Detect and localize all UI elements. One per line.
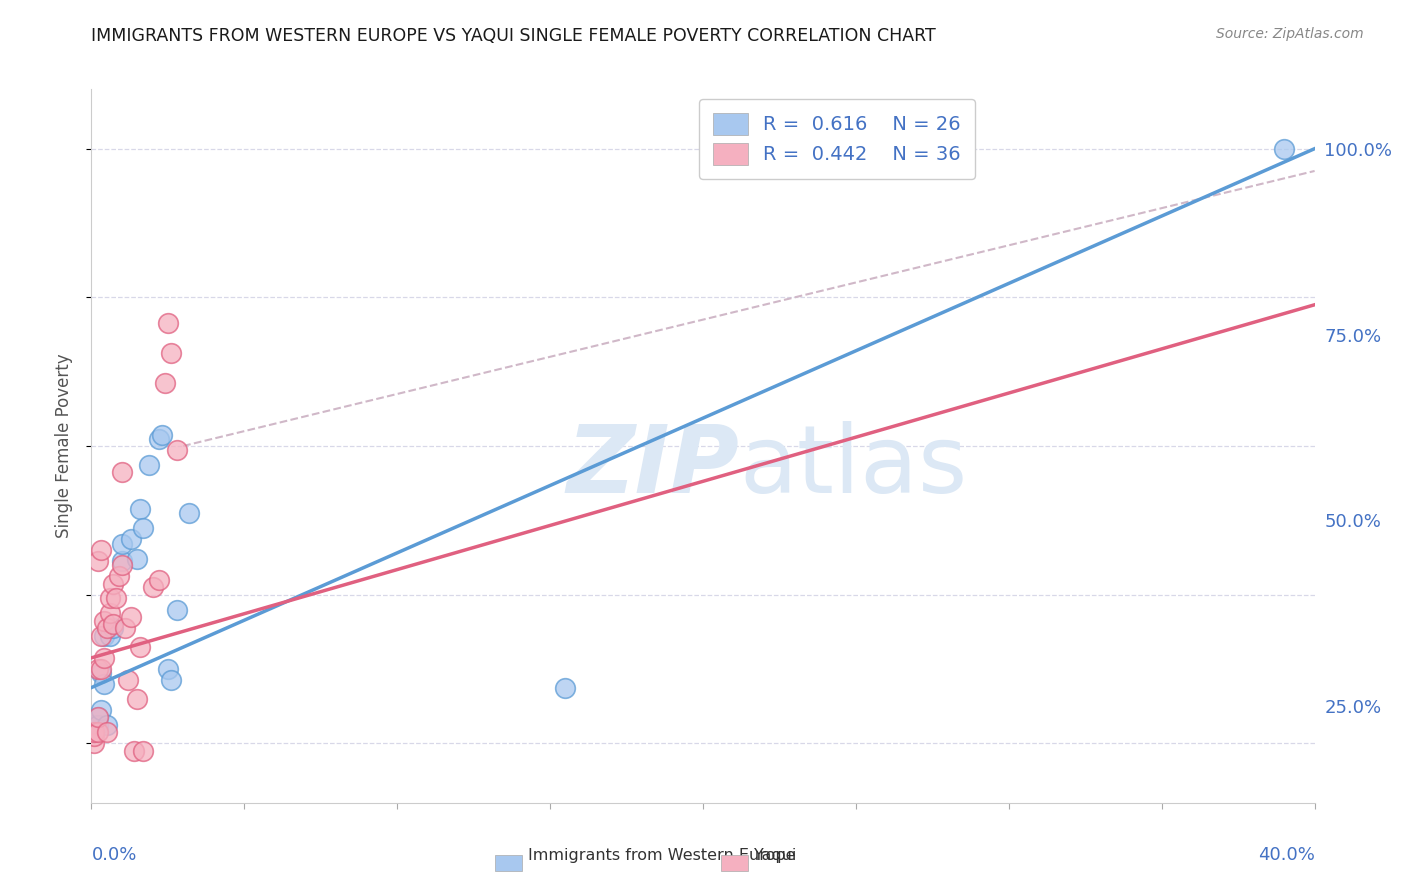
Text: ZIP: ZIP <box>567 421 740 514</box>
Point <box>86 554 108 568</box>
Point <box>83 725 105 739</box>
Point <box>83 736 105 750</box>
Point <box>129 502 152 516</box>
Point <box>86 710 108 724</box>
Legend: R =  0.616    N = 26, R =  0.442    N = 36: R = 0.616 N = 26, R = 0.442 N = 36 <box>699 99 974 178</box>
Point <box>166 602 188 616</box>
Text: atlas: atlas <box>740 421 967 514</box>
Point <box>129 640 152 654</box>
Point <box>160 673 183 688</box>
Point <box>111 465 134 479</box>
Point <box>98 629 121 643</box>
Point <box>108 569 131 583</box>
Point <box>111 558 134 572</box>
Point <box>127 691 149 706</box>
Text: 0.0%: 0.0% <box>91 846 136 863</box>
Point <box>166 442 188 457</box>
Point <box>90 662 112 676</box>
Point <box>554 681 576 695</box>
Point <box>86 725 108 739</box>
Point <box>101 576 124 591</box>
Point <box>83 717 105 731</box>
Point <box>90 629 112 643</box>
Point <box>96 725 118 739</box>
Point <box>111 537 134 551</box>
Point <box>93 614 115 628</box>
Point <box>160 346 183 360</box>
Point <box>111 554 134 568</box>
Point <box>83 725 105 739</box>
Point <box>104 591 127 606</box>
Point <box>127 552 149 566</box>
Point <box>93 629 115 643</box>
Point <box>122 744 145 758</box>
Point <box>101 617 124 632</box>
Point <box>138 458 160 472</box>
Point <box>179 506 201 520</box>
Point <box>132 521 155 535</box>
Text: Source: ZipAtlas.com: Source: ZipAtlas.com <box>1216 27 1364 41</box>
FancyBboxPatch shape <box>721 855 748 871</box>
Text: 40.0%: 40.0% <box>1258 846 1315 863</box>
Point <box>153 376 176 390</box>
Point <box>132 744 155 758</box>
Point <box>1272 142 1295 156</box>
Point <box>156 662 179 676</box>
Point <box>90 703 112 717</box>
Point <box>156 317 179 331</box>
Point <box>101 621 124 635</box>
Point <box>93 677 115 691</box>
Point <box>98 591 121 606</box>
Point <box>120 610 142 624</box>
Point <box>86 710 108 724</box>
Point <box>93 651 115 665</box>
Point <box>117 673 139 688</box>
Point <box>86 662 108 676</box>
Point <box>148 432 170 446</box>
Point <box>86 717 108 731</box>
Point <box>148 573 170 587</box>
Point <box>150 428 173 442</box>
FancyBboxPatch shape <box>495 855 522 871</box>
Text: IMMIGRANTS FROM WESTERN EUROPE VS YAQUI SINGLE FEMALE POVERTY CORRELATION CHART: IMMIGRANTS FROM WESTERN EUROPE VS YAQUI … <box>91 27 936 45</box>
Point <box>98 607 121 621</box>
Point <box>114 621 136 635</box>
Point <box>96 717 118 731</box>
Point <box>90 543 112 558</box>
Point <box>83 729 105 743</box>
Y-axis label: Single Female Poverty: Single Female Poverty <box>55 354 73 538</box>
Point <box>90 665 112 680</box>
Point <box>96 621 118 635</box>
Text: Immigrants from Western Europe: Immigrants from Western Europe <box>529 848 796 863</box>
Text: Yaqui: Yaqui <box>755 848 797 863</box>
Point <box>141 580 163 594</box>
Point <box>120 532 142 546</box>
